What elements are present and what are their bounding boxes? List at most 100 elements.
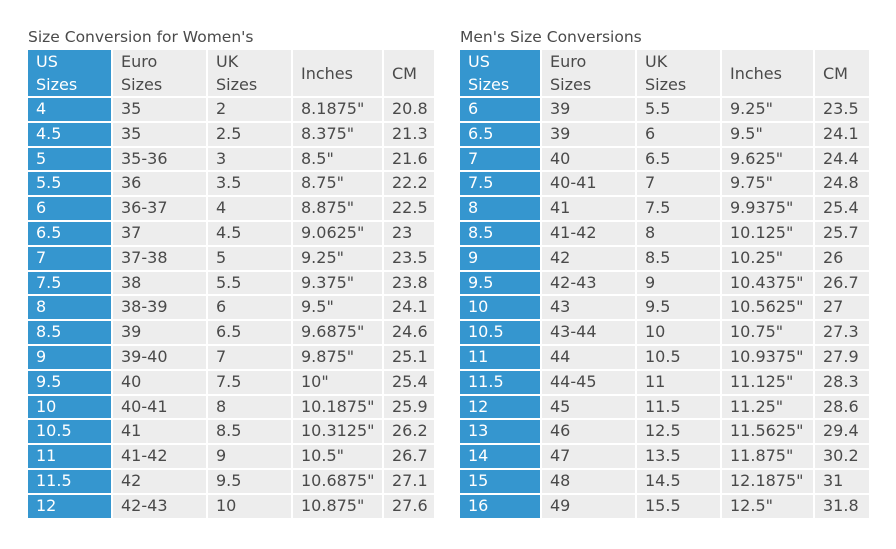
cm-cell: 25.1 — [384, 345, 434, 369]
table-row: 11.5 42 9.5 10.6875" 27.1 — [28, 469, 434, 493]
cm-cell: 22.5 — [384, 197, 434, 220]
inches-cell: 9.75" — [722, 172, 813, 196]
euro-size-cell: 43-44 — [542, 321, 635, 344]
table-row: 13 46 12.5 11.5625" 29.4 — [460, 420, 869, 444]
uk-size-cell: 9 — [208, 445, 291, 468]
men-table-title: Men's Size Conversions — [460, 28, 642, 46]
women-size-table: US Sizes Euro Sizes UK Sizes Inches CM 4 35 2 8.18… — [26, 48, 436, 520]
us-size-cell: 5 — [28, 147, 111, 171]
inches-cell: 10.4375" — [722, 271, 813, 295]
table-row: 14 47 13.5 11.875" 30.2 — [460, 445, 869, 468]
uk-size-cell: 8 — [208, 395, 291, 419]
euro-size-cell: 38-39 — [113, 296, 206, 320]
inches-cell: 9.25" — [722, 98, 813, 121]
uk-size-cell: 2 — [208, 98, 291, 121]
us-size-cell: 13 — [460, 420, 540, 444]
uk-size-cell: 9 — [637, 271, 720, 295]
header-text: CM — [392, 63, 417, 83]
us-size-cell: 10 — [28, 395, 111, 419]
header-text: Inches — [301, 63, 353, 83]
us-size-cell: 15 — [460, 469, 540, 493]
euro-size-cell: 35 — [113, 98, 206, 121]
uk-size-cell: 4.5 — [208, 221, 291, 245]
inches-cell: 10.3125" — [293, 420, 382, 444]
cm-cell: 29.4 — [815, 420, 869, 444]
cm-column-header: CM — [815, 50, 869, 96]
inches-cell: 9.5" — [722, 122, 813, 146]
euro-size-cell: 42-43 — [542, 271, 635, 295]
inches-cell: 12.5" — [722, 494, 813, 518]
table-header-row: US Sizes Euro Sizes UK Sizes Inches CM — [28, 50, 434, 96]
cm-cell: 27.9 — [815, 345, 869, 369]
us-size-cell: 5.5 — [28, 172, 111, 196]
euro-size-column-header: Euro Sizes — [542, 50, 635, 96]
table-row: 10.5 43-44 10 10.75" 27.3 — [460, 321, 869, 344]
table-row: 11 41-42 9 10.5" 26.7 — [28, 445, 434, 468]
inches-cell: 8.875" — [293, 197, 382, 220]
uk-size-cell: 7 — [637, 172, 720, 196]
table-row: 6 39 5.5 9.25" 23.5 — [460, 98, 869, 121]
us-size-cell: 7 — [28, 246, 111, 270]
us-size-cell: 6 — [28, 197, 111, 220]
inches-cell: 9.375" — [293, 271, 382, 295]
header-text: US — [468, 52, 490, 71]
us-size-cell: 11 — [28, 445, 111, 468]
cm-cell: 24.6 — [384, 321, 434, 344]
euro-size-cell: 36-37 — [113, 197, 206, 220]
cm-cell: 22.2 — [384, 172, 434, 196]
header-text: Euro — [550, 52, 587, 71]
uk-size-cell: 9.5 — [208, 469, 291, 493]
uk-size-cell: 8 — [637, 221, 720, 245]
us-size-cell: 8 — [460, 197, 540, 220]
inches-cell: 10.9375" — [722, 345, 813, 369]
us-size-cell: 10.5 — [28, 420, 111, 444]
us-size-cell: 8.5 — [28, 321, 111, 344]
cm-cell: 21.6 — [384, 147, 434, 171]
header-text: Euro — [121, 52, 158, 71]
table-row: 11 44 10.5 10.9375" 27.9 — [460, 345, 869, 369]
cm-cell: 25.4 — [384, 370, 434, 394]
men-size-table: US Sizes Euro Sizes UK Sizes Inches CM 6 39 5.5 9.… — [458, 48, 871, 520]
header-text: US — [36, 52, 58, 71]
uk-size-cell: 2.5 — [208, 122, 291, 146]
cm-cell: 21.3 — [384, 122, 434, 146]
header-text: Sizes — [36, 75, 78, 94]
us-size-cell: 4 — [28, 98, 111, 121]
cm-column-header: CM — [384, 50, 434, 96]
euro-size-column-header: Euro Sizes — [113, 50, 206, 96]
euro-size-cell: 48 — [542, 469, 635, 493]
inches-cell: 10.25" — [722, 246, 813, 270]
table-row: 9 42 8.5 10.25" 26 — [460, 246, 869, 270]
us-size-cell: 11 — [460, 345, 540, 369]
header-text: Sizes — [216, 75, 258, 94]
men-size-panel: Men's Size Conversions US Sizes Euro Sizes U… — [460, 26, 871, 520]
cm-cell: 24.1 — [384, 296, 434, 320]
uk-size-cell: 3 — [208, 147, 291, 171]
table-row: 7 40 6.5 9.625" 24.4 — [460, 147, 869, 171]
euro-size-cell: 46 — [542, 420, 635, 444]
cm-cell: 27.3 — [815, 321, 869, 344]
euro-size-cell: 37 — [113, 221, 206, 245]
euro-size-cell: 41-42 — [542, 221, 635, 245]
uk-size-cell: 5 — [208, 246, 291, 270]
uk-size-cell: 6.5 — [208, 321, 291, 344]
uk-size-cell: 10 — [637, 321, 720, 344]
us-size-cell: 12 — [460, 395, 540, 419]
cm-cell: 28.3 — [815, 370, 869, 394]
header-text: UK — [645, 52, 668, 71]
inches-column-header: Inches — [722, 50, 813, 96]
euro-size-cell: 40 — [113, 370, 206, 394]
cm-cell: 28.6 — [815, 395, 869, 419]
euro-size-cell: 49 — [542, 494, 635, 518]
cm-cell: 23.8 — [384, 271, 434, 295]
uk-size-cell: 8.5 — [208, 420, 291, 444]
cm-cell: 20.8 — [384, 98, 434, 121]
uk-size-column-header: UK Sizes — [208, 50, 291, 96]
us-size-cell: 6 — [460, 98, 540, 121]
euro-size-cell: 39 — [542, 122, 635, 146]
inches-cell: 9.0625" — [293, 221, 382, 245]
inches-cell: 10.875" — [293, 494, 382, 518]
cm-cell: 30.2 — [815, 445, 869, 468]
us-size-cell: 12 — [28, 494, 111, 518]
uk-size-cell: 7 — [208, 345, 291, 369]
